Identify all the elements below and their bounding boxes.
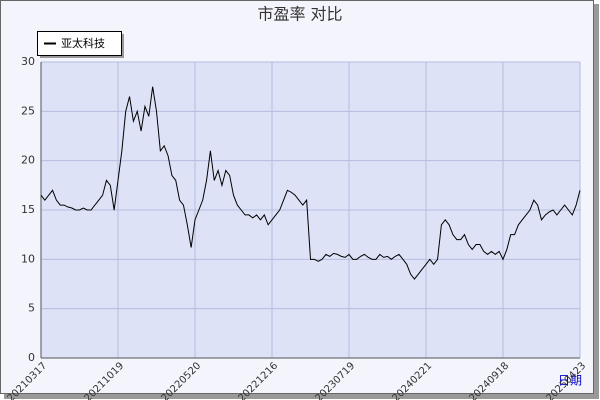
legend-label: 亚太科技: [61, 36, 105, 50]
y-tick-label: 25: [21, 104, 35, 117]
y-tick-label: 5: [28, 302, 35, 315]
shadow: [4, 394, 599, 399]
chart-title: 市盈率 对比: [257, 5, 342, 24]
x-axis-label: 日期: [558, 374, 582, 388]
y-tick-label: 15: [21, 203, 35, 216]
line: [40, 86, 581, 280]
shadow: [594, 4, 599, 398]
y-tick-label: 10: [21, 252, 35, 265]
y-tick-label: 30: [21, 55, 35, 68]
y-tick-label: 20: [21, 154, 35, 167]
y-tick-label: 0: [28, 351, 35, 364]
